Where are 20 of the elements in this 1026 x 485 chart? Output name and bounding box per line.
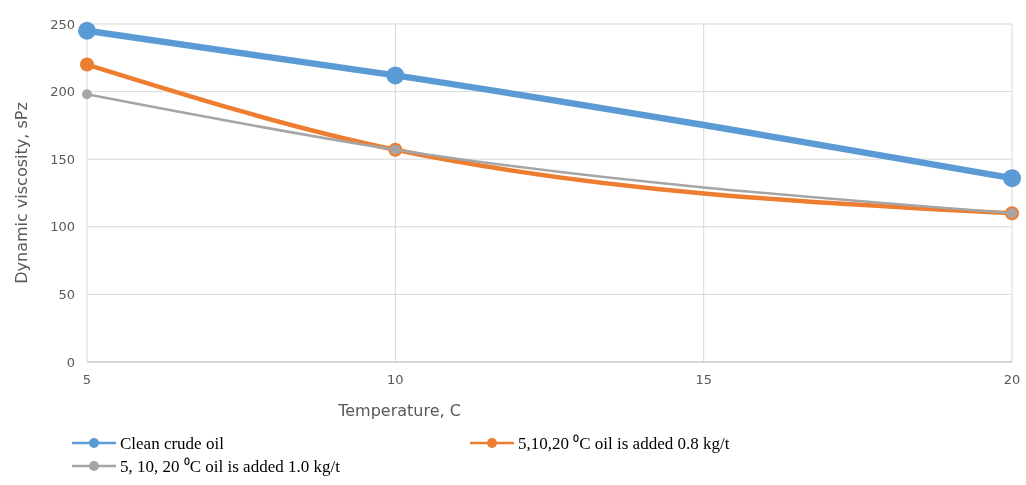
legend-label: 5,10,20 ⁰C oil is added 0.8 kg/t xyxy=(518,433,730,453)
point xyxy=(82,89,92,100)
x-tick-label: 15 xyxy=(695,372,712,387)
x-tick-label: 20 xyxy=(1003,372,1021,387)
point xyxy=(78,21,96,40)
point xyxy=(1003,169,1021,188)
y-tick-label: 100 xyxy=(50,219,75,235)
legend-label: Clean crude oil xyxy=(120,433,225,453)
x-tick-label: 5 xyxy=(82,372,92,387)
x-tick-label: 10 xyxy=(387,372,404,387)
y-tick-label: 50 xyxy=(58,286,75,302)
point xyxy=(386,66,405,85)
y-tick-label: 250 xyxy=(50,16,75,32)
y-axis-title: Dynamic viscosity, sPz xyxy=(12,102,31,284)
y-tick-label: 150 xyxy=(50,151,75,167)
point xyxy=(80,57,94,72)
y-tick-label: 200 xyxy=(50,84,75,100)
legend-label: 5, 10, 20 ⁰C oil is added 1.0 kg/t xyxy=(120,456,341,476)
x-axis-title: Temperature, C xyxy=(337,401,461,420)
y-tick-label: 0 xyxy=(66,354,75,370)
